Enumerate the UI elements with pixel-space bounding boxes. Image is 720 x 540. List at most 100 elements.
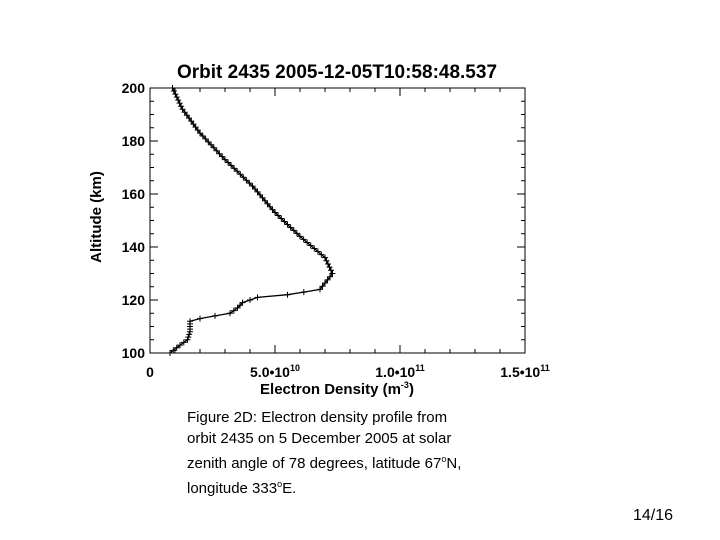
y-tick-label: 160 xyxy=(122,186,146,202)
data-point xyxy=(231,165,238,172)
page-number: 14/16 xyxy=(633,507,674,524)
data-point xyxy=(179,106,186,113)
series-line xyxy=(167,85,336,356)
x-tick-label: 5.0•1010 xyxy=(250,363,300,380)
data-point xyxy=(197,315,203,322)
data-point xyxy=(210,144,217,151)
data-point xyxy=(240,174,247,181)
y-tick-label: 180 xyxy=(122,133,146,149)
data-point xyxy=(311,245,318,252)
data-point xyxy=(324,276,331,283)
caption-line: longitude 333oE. xyxy=(187,474,547,499)
data-point xyxy=(227,310,233,317)
caption-line: Figure 2D: Electron density profile from xyxy=(187,409,448,426)
data-point xyxy=(284,221,291,228)
data-point xyxy=(176,100,183,107)
data-point xyxy=(187,318,193,325)
data-point xyxy=(322,280,328,286)
data-point xyxy=(287,224,294,231)
data-point xyxy=(172,91,179,98)
y-tick-label: 140 xyxy=(122,239,146,255)
data-point xyxy=(322,254,328,261)
data-point xyxy=(219,153,226,160)
degree-mark: o xyxy=(441,454,447,464)
data-point xyxy=(275,212,282,219)
data-point xyxy=(327,273,333,280)
data-point xyxy=(169,85,176,91)
data-point xyxy=(246,180,253,187)
data-point xyxy=(281,218,288,225)
electron-density-chart: Orbit 2435 2005-12-05T10:58:48.537 100 12… xyxy=(88,62,550,398)
data-point xyxy=(325,261,331,267)
data-point xyxy=(249,183,256,190)
data-point xyxy=(329,270,336,277)
data-point xyxy=(247,297,253,303)
data-point xyxy=(323,257,330,264)
data-point xyxy=(290,227,297,234)
data-point xyxy=(212,312,218,319)
caption-line: orbit 2435 on 5 December 2005 at solar xyxy=(187,430,452,447)
data-point xyxy=(237,171,244,178)
degree-mark: o xyxy=(277,479,283,489)
data-point xyxy=(300,236,307,243)
y-tick-label: 100 xyxy=(122,345,146,361)
data-point xyxy=(170,88,177,94)
data-point xyxy=(199,133,206,139)
data-point xyxy=(293,230,300,237)
caption-text: N, xyxy=(446,455,462,472)
chart-title: Orbit 2435 2005-12-05T10:58:48.537 xyxy=(177,62,497,83)
x-tick-label: 1.5•1011 xyxy=(500,363,549,380)
data-point xyxy=(230,307,237,314)
x-axis-label: Electron Density (m-3) xyxy=(260,380,414,398)
data-point xyxy=(326,264,333,271)
caption-text: E. xyxy=(282,480,297,497)
data-point xyxy=(180,339,187,346)
data-point xyxy=(243,177,250,184)
caption-text: longitude 333 xyxy=(187,480,278,497)
data-point xyxy=(213,147,220,154)
data-point xyxy=(185,334,192,341)
data-point xyxy=(225,159,232,166)
data-point xyxy=(304,239,311,246)
data-point xyxy=(328,267,334,274)
data-point xyxy=(173,94,180,101)
data-point xyxy=(177,342,183,349)
data-point xyxy=(307,242,314,249)
data-point xyxy=(254,294,261,301)
data-point xyxy=(208,141,215,148)
data-point xyxy=(239,299,246,306)
plot-frame xyxy=(149,87,526,354)
data-point xyxy=(278,215,285,222)
data-point xyxy=(175,97,182,104)
data-point xyxy=(300,289,307,296)
y-axis: 100 120 140 160 180 200 xyxy=(122,80,525,361)
data-point xyxy=(184,336,191,343)
data-point xyxy=(318,251,325,258)
y-tick-label: 200 xyxy=(122,80,146,96)
x-axis-label-exponent: -3 xyxy=(401,380,409,390)
data-point xyxy=(234,168,241,175)
data-point xyxy=(216,150,223,157)
x-tick-label: 0 xyxy=(146,364,154,380)
data-point xyxy=(297,233,303,240)
x-tick-label: 1.0•1011 xyxy=(375,363,424,380)
data-point xyxy=(222,156,228,163)
data-point xyxy=(178,103,185,110)
caption-text: zenith angle of 78 degrees, latitude 67 xyxy=(187,455,442,472)
x-axis-label-text: Electron Density (m xyxy=(260,381,401,398)
data-point xyxy=(173,344,180,351)
figure-caption: Figure 2D: Electron density profile from… xyxy=(187,407,547,499)
data-point xyxy=(202,135,209,142)
data-point xyxy=(314,248,321,255)
data-point xyxy=(284,291,291,298)
y-axis-label: Altitude (km) xyxy=(88,171,105,263)
data-point xyxy=(167,350,173,356)
data-point xyxy=(317,286,323,293)
x-axis-label-suffix: ) xyxy=(409,381,414,398)
series-path xyxy=(169,87,334,354)
data-point xyxy=(228,162,235,169)
data-point xyxy=(186,331,193,338)
x-axis: 0 5.0•1010 1.0•1011 1.5•1011 xyxy=(146,88,550,380)
y-tick-label: 120 xyxy=(122,292,146,308)
data-point xyxy=(319,283,326,290)
